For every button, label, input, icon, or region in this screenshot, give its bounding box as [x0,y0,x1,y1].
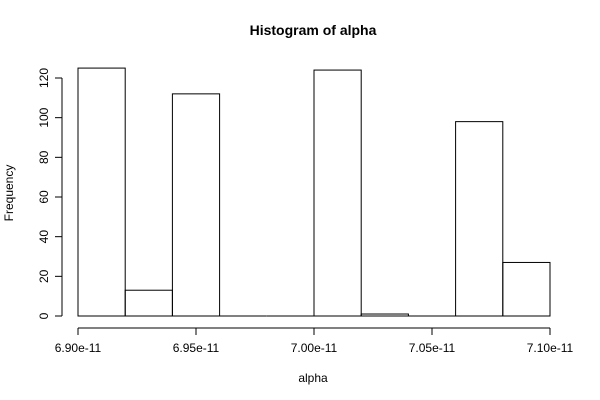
histogram-bar-9 [502,261,551,317]
y-tick-label-2: 40 [37,230,51,244]
x-tick-label-2: 7.00e-11 [291,341,338,355]
chart-title: Histogram of alpha [250,22,377,38]
y-tick-label-3: 60 [37,190,51,204]
x-tick-label-0: 6.90e-11 [55,341,102,355]
histogram-bar-8 [455,121,504,317]
y-tick-label-1: 20 [37,269,51,283]
y-axis-label: Frequency [2,165,16,222]
x-tick-label-3: 7.05e-11 [409,341,456,355]
x-axis: 6.90e-11 6.95e-11 7.00e-11 7.05e-11 7.10e-11 [55,327,574,355]
histogram-bar-0 [77,67,126,317]
histogram-bar-2 [171,93,221,317]
y-tick-label-5: 100 [37,107,51,127]
x-tick-label-1: 6.95e-11 [173,341,220,355]
x-tick-label-4: 7.10e-11 [527,341,574,355]
y-tick-label-0: 0 [37,312,51,319]
y-tick-label-4: 80 [37,150,51,164]
y-axis: 0 20 40 60 80 100 120 [37,68,63,319]
bars-group [77,67,551,317]
y-tick-label-6: 120 [37,68,51,88]
histogram-bar-6 [360,313,409,317]
histogram-bar-1 [124,289,173,317]
histogram-bar-5 [313,69,362,317]
x-axis-label: alpha [298,371,328,385]
